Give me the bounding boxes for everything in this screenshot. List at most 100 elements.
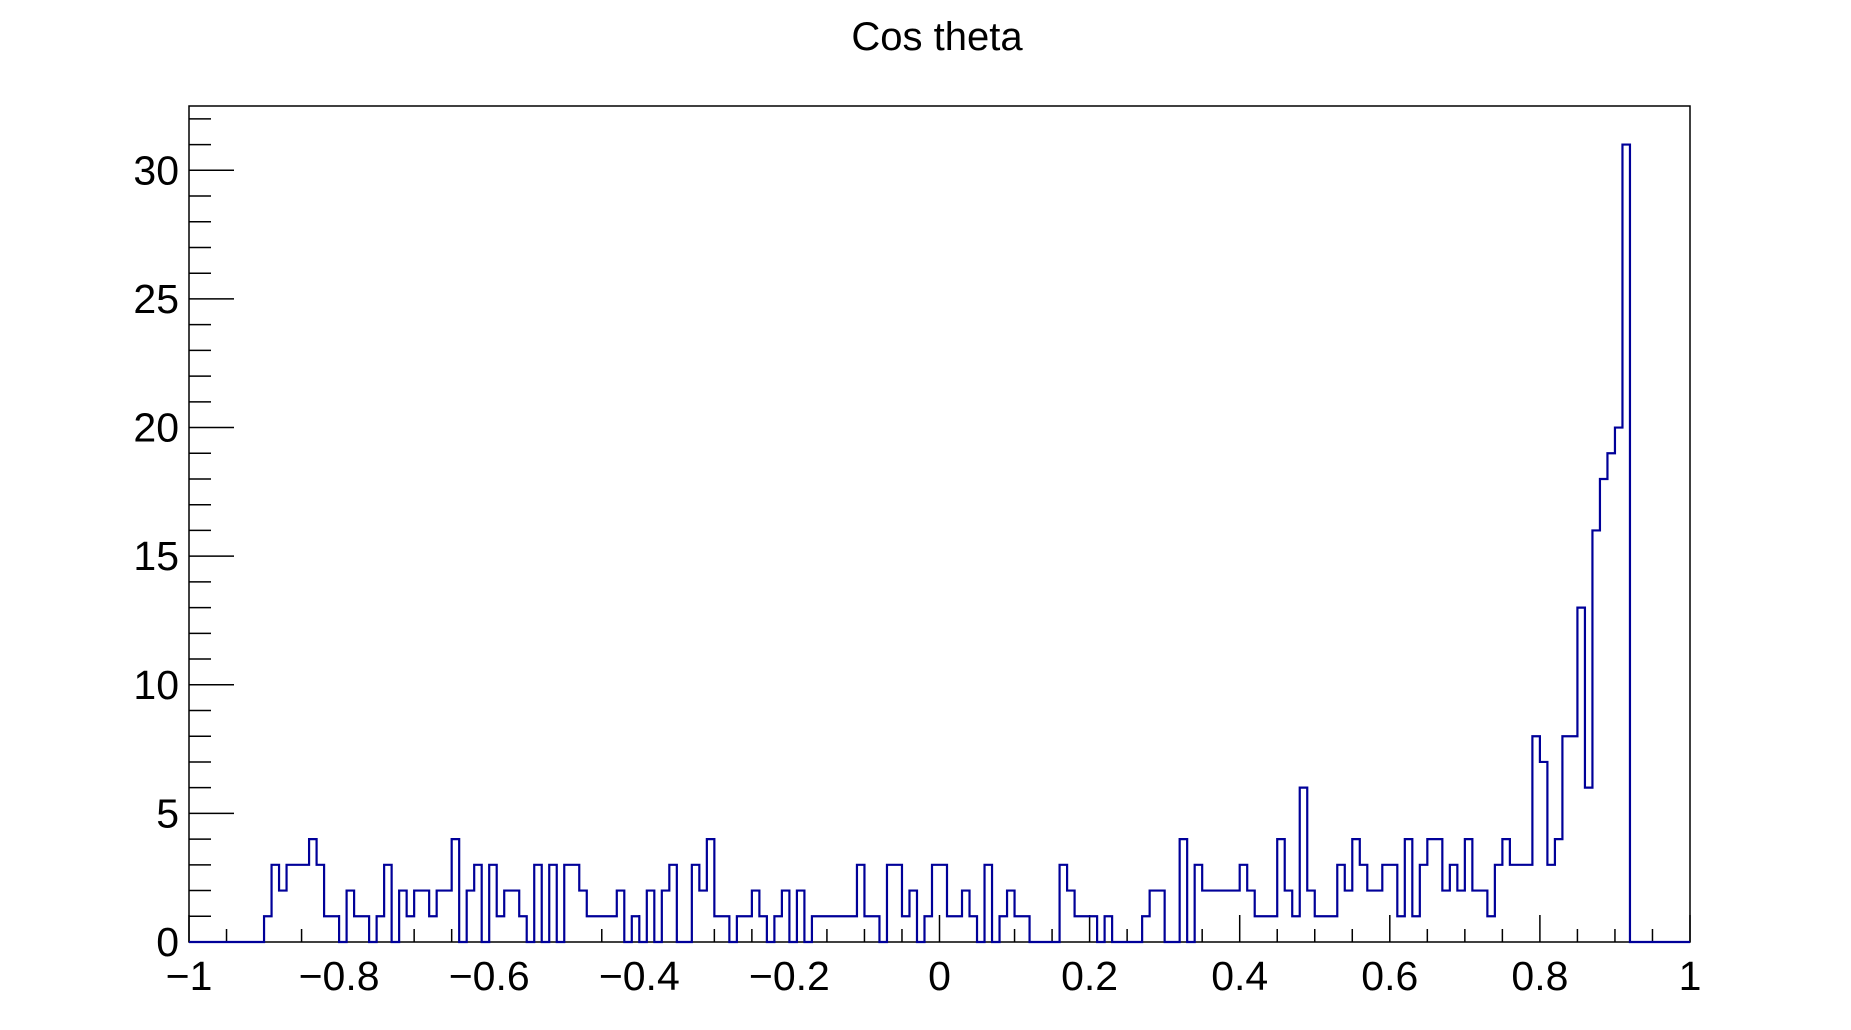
histogram-bin (759, 916, 767, 942)
histogram-bin (1592, 530, 1600, 942)
chart-title: Cos theta (851, 15, 1023, 59)
histogram-bin (827, 916, 835, 942)
histogram-bin (1472, 891, 1480, 942)
histogram-bin (1067, 891, 1075, 942)
y-tick-label: 0 (156, 919, 179, 965)
histogram-bin (842, 916, 850, 942)
histogram-bin (384, 865, 392, 942)
histogram-bin (970, 916, 978, 942)
histogram-bin (1622, 145, 1630, 942)
histogram-bin (309, 839, 317, 942)
histogram-bin (1232, 891, 1240, 942)
histogram-bin (932, 865, 940, 942)
histogram-bin (467, 891, 475, 942)
histogram-bin (1420, 865, 1428, 942)
histogram-bin (609, 916, 617, 942)
histogram-bin (1300, 788, 1308, 942)
x-tick-label: 0 (928, 953, 951, 999)
histogram-bin (1307, 891, 1315, 942)
histogram-bin (707, 839, 715, 942)
histogram-bin (782, 891, 790, 942)
histogram-bin (849, 916, 857, 942)
histogram-bin (1247, 891, 1255, 942)
histogram-bin (1517, 865, 1525, 942)
histogram-bin (414, 891, 422, 942)
histogram-bin (1600, 479, 1608, 942)
histogram-bin (1510, 865, 1518, 942)
histogram-bin (422, 891, 430, 942)
histogram-bin (1577, 608, 1585, 942)
histogram-bin (594, 916, 602, 942)
histogram-bin (1150, 891, 1158, 942)
histogram-bin (894, 865, 902, 942)
histogram-bin (819, 916, 827, 942)
histogram-bin (1337, 865, 1345, 942)
histogram-bin (294, 865, 302, 942)
histogram-bin (1105, 916, 1113, 942)
y-tick-label: 30 (133, 147, 179, 193)
histogram-bin (1435, 839, 1443, 942)
histogram-bin (940, 865, 948, 942)
histogram-bin (909, 891, 917, 942)
histogram-bin (1465, 839, 1473, 942)
histogram-bin (549, 865, 557, 942)
x-tick-label: 0.8 (1511, 953, 1568, 999)
histogram-bin (962, 891, 970, 942)
histogram-bin (1367, 891, 1375, 942)
histogram-bin (362, 916, 370, 942)
histogram-bin (1060, 865, 1068, 942)
histogram-bin (797, 891, 805, 942)
histogram-bin (324, 916, 332, 942)
histogram-bin (752, 891, 760, 942)
x-tick-label: 0.2 (1061, 953, 1118, 999)
histogram-bin (714, 916, 722, 942)
histogram-bin (302, 865, 310, 942)
histogram-bin (407, 916, 415, 942)
y-tick-label: 15 (133, 533, 179, 579)
histogram-bin (985, 865, 993, 942)
histogram-bin (669, 865, 677, 942)
histogram-bin (512, 891, 520, 942)
histogram-bin (1450, 865, 1458, 942)
histogram-bin (647, 891, 655, 942)
histogram-bin (1585, 788, 1593, 942)
histogram-bin (1555, 839, 1563, 942)
x-tick-label: 0.6 (1361, 953, 1418, 999)
histogram-bin (287, 865, 295, 942)
histogram-bin (1315, 916, 1323, 942)
histogram-bin (1345, 891, 1353, 942)
histogram-bin (1285, 891, 1293, 942)
histogram-bin (1487, 916, 1495, 942)
histogram-bin (1217, 891, 1225, 942)
histogram-bin (272, 865, 280, 942)
y-tick-label: 25 (133, 276, 179, 322)
histogram-bin (429, 916, 437, 942)
histogram-bin (1292, 916, 1300, 942)
histogram-series-line (189, 143, 1690, 944)
histogram-bin (1022, 916, 1030, 942)
histogram-bin (1322, 916, 1330, 942)
histogram-bin (722, 916, 730, 942)
histogram-bin (1382, 865, 1390, 942)
histogram-bin (1607, 453, 1615, 942)
histogram-bin (1157, 891, 1165, 942)
histogram-bin (947, 916, 955, 942)
histogram-bin (504, 891, 512, 942)
histogram-bin (1180, 839, 1188, 942)
histogram-bin (864, 916, 872, 942)
histogram-bin (1562, 736, 1570, 942)
histogram-bin (1277, 839, 1285, 942)
histogram-bin (1090, 916, 1098, 942)
histogram-bin (834, 916, 842, 942)
histogram-bin (497, 916, 505, 942)
histogram-bin (564, 865, 572, 942)
histogram-bin (1000, 916, 1008, 942)
histogram-bin (617, 891, 625, 942)
histogram-bin (744, 916, 752, 942)
histogram-bin (347, 891, 355, 942)
histogram-bin (354, 916, 362, 942)
histogram-bin (955, 916, 963, 942)
histogram-bin (317, 865, 325, 942)
histogram-bin (437, 891, 445, 942)
histogram-bin (1375, 891, 1383, 942)
